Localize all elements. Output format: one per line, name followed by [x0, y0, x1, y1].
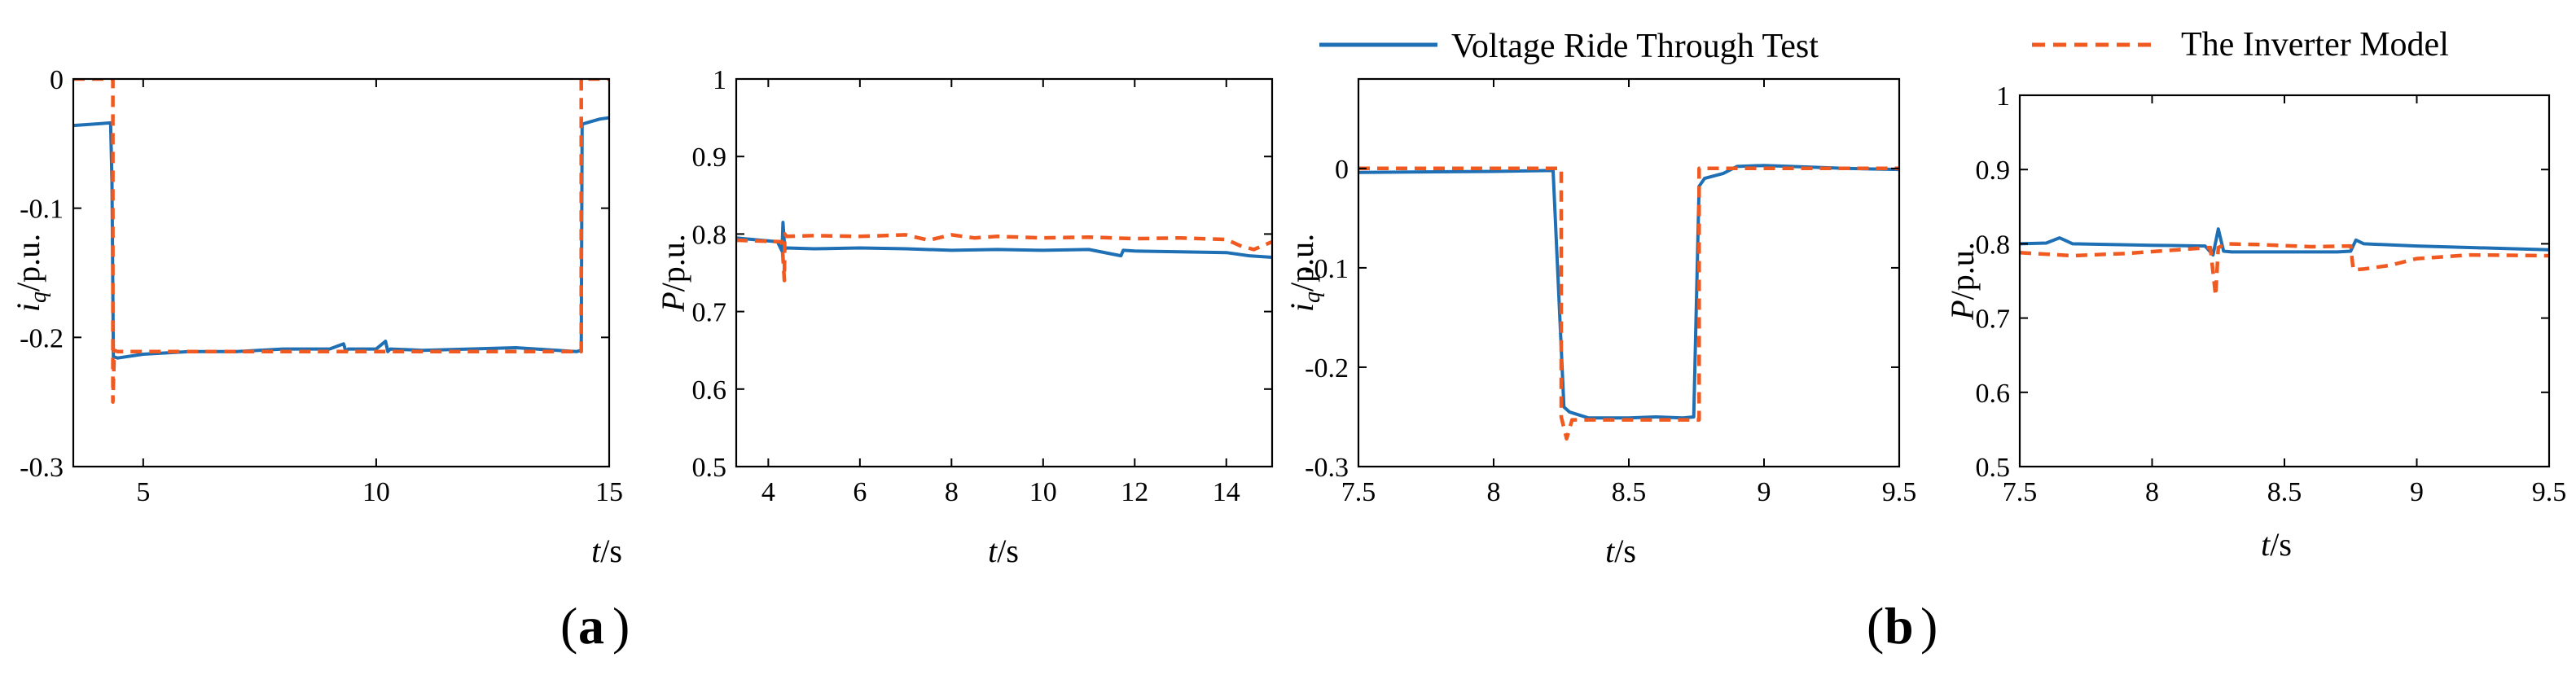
panel-label-b: ( b ) [1867, 597, 1937, 655]
x-tick-label: 4 [761, 477, 775, 507]
plot-frame [735, 77, 1274, 468]
x-tick-label: 9.5 [2532, 477, 2567, 507]
series-line-test [2020, 227, 2549, 257]
x-tick-label: 8 [1487, 477, 1501, 507]
y-tick-label: 0 [50, 65, 64, 95]
series-line-model [73, 79, 609, 404]
svg-text:(: ( [560, 597, 577, 655]
y-tick-label: 1 [713, 65, 726, 95]
y-tick-label: 0.9 [1976, 156, 2011, 186]
y-tick-label: 0.8 [692, 220, 727, 250]
x-tick-label: 10 [362, 477, 390, 507]
x-tick-label: 12 [1121, 477, 1148, 507]
legend-label-model: The Inverter Model [2181, 26, 2449, 64]
x-axis-label: t/s [1605, 533, 1636, 569]
series-line-model [1358, 166, 1899, 441]
charts: 5 10 150-0.1-0.2-0.3t/siq/p.u.4 6 8 10 12 140.5… [10, 65, 2566, 569]
series-line-test [73, 116, 609, 360]
y-tick-label: 1 [1996, 81, 2010, 112]
chart-4: 7.5 8 8.5 9 9.5 0.5 0.6 0.7 0.8 0.9 1 t/s P/p.u. [1944, 81, 2566, 563]
x-tick-label: 6 [853, 477, 867, 507]
x-axis-label: t/s [591, 533, 622, 569]
y-tick-label: -0.1 [1305, 254, 1349, 284]
y-tick-label: 0.5 [692, 453, 727, 483]
x-tick-label: 8.5 [1612, 477, 1647, 507]
y-tick-label: -0.3 [1305, 453, 1349, 483]
series-line-test [1358, 164, 1899, 420]
x-tick-label: 5 [136, 477, 150, 507]
y-tick-label: -0.1 [20, 195, 64, 225]
series-line-model [2020, 242, 2549, 298]
x-tick-label: 9 [1758, 477, 1771, 507]
y-axis-label: iq/p.u. [1284, 234, 1325, 312]
legend: Voltage Ride Through Test The Inverter M… [1319, 26, 2449, 65]
x-tick-label: 9.5 [1882, 477, 1917, 507]
x-tick-label: 8.5 [2267, 477, 2302, 507]
x-axis-label: t/s [988, 533, 1019, 569]
x-axis-label: t/s [2261, 526, 2292, 563]
panel-label-a-letter: a [578, 597, 604, 655]
y-tick-label: 0.6 [1976, 379, 2011, 409]
chart-2: 4 6 8 10 12 14 0.5 0.6 0.7 0.8 0.9 1 t/s P/p.u. [655, 65, 1274, 569]
y-tick-label: 0.7 [692, 298, 727, 328]
y-tick-label: 0.9 [692, 142, 727, 173]
y-tick-label: 0.7 [1976, 305, 2011, 335]
plot-frame [1357, 77, 1901, 468]
y-tick-label: -0.2 [20, 323, 64, 353]
y-tick-label: 0.6 [692, 375, 727, 406]
svg-text:): ) [612, 597, 630, 655]
y-axis-label: P/p.u. [1944, 242, 1981, 321]
svg-text:): ) [1920, 597, 1937, 655]
chart-1: 5 10 15 0 -0.1 -0.2 -0.3 t/s iq/p.u. [10, 65, 623, 569]
x-tick-label: 8 [2145, 477, 2159, 507]
svg-text:(: ( [1867, 597, 1884, 655]
y-tick-label: 0.8 [1976, 230, 2011, 260]
y-axis-label: iq/p.u. [10, 234, 51, 312]
series-line-model [736, 232, 1272, 283]
y-tick-label: 0 [1335, 155, 1349, 185]
y-tick-label: -0.2 [1305, 353, 1349, 384]
plot-frame [2018, 94, 2551, 468]
x-tick-label: 14 [1213, 477, 1240, 507]
panel-label-a: ( a ) [560, 597, 630, 655]
x-tick-label: 9 [2410, 477, 2424, 507]
y-axis-label: P/p.u. [655, 234, 691, 313]
panel-label-b-letter: b [1885, 597, 1914, 655]
y-tick-label: 0.5 [1976, 453, 2011, 483]
series-line-test [736, 221, 1272, 259]
y-tick-label: -0.3 [20, 453, 64, 483]
x-tick-label: 15 [595, 477, 623, 507]
x-tick-label: 7.5 [1341, 477, 1376, 507]
x-tick-label: 8 [945, 477, 959, 507]
chart-3: 7.5 8 8.5 9 9.5 0 -0.1 -0.2 -0.3 t/s iq/p.u. [1284, 77, 1917, 569]
plot-frame [72, 77, 611, 468]
legend-label-test: Voltage Ride Through Test [1451, 28, 1819, 65]
x-tick-label: 7.5 [2003, 477, 2038, 507]
x-tick-label: 10 [1029, 477, 1057, 507]
